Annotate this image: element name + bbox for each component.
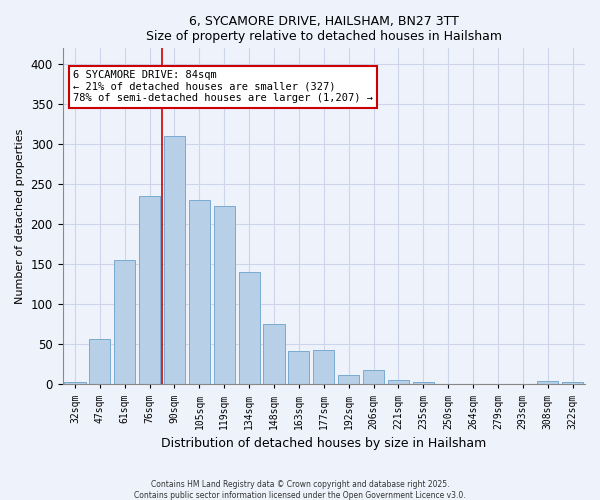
Bar [89, 339, 110, 384]
X-axis label: Distribution of detached houses by size in Hailsham: Distribution of detached houses by size … [161, 437, 487, 450]
Bar [562, 382, 583, 384]
Bar [189, 200, 210, 384]
Bar [139, 196, 160, 384]
Text: 6 SYCAMORE DRIVE: 84sqm
← 21% of detached houses are smaller (327)
78% of semi-d: 6 SYCAMORE DRIVE: 84sqm ← 21% of detache… [73, 70, 373, 103]
Y-axis label: Number of detached properties: Number of detached properties [15, 128, 25, 304]
Bar [214, 206, 235, 384]
Bar [537, 381, 558, 384]
Bar [239, 272, 260, 384]
Text: Contains HM Land Registry data © Crown copyright and database right 2025.
Contai: Contains HM Land Registry data © Crown c… [134, 480, 466, 500]
Bar [263, 324, 284, 384]
Bar [413, 382, 434, 384]
Bar [363, 370, 384, 384]
Bar [313, 350, 334, 384]
Bar [64, 382, 86, 384]
Bar [164, 136, 185, 384]
Bar [114, 260, 136, 384]
Bar [289, 351, 310, 384]
Title: 6, SYCAMORE DRIVE, HAILSHAM, BN27 3TT
Size of property relative to detached hous: 6, SYCAMORE DRIVE, HAILSHAM, BN27 3TT Si… [146, 15, 502, 43]
Bar [388, 380, 409, 384]
Bar [338, 375, 359, 384]
